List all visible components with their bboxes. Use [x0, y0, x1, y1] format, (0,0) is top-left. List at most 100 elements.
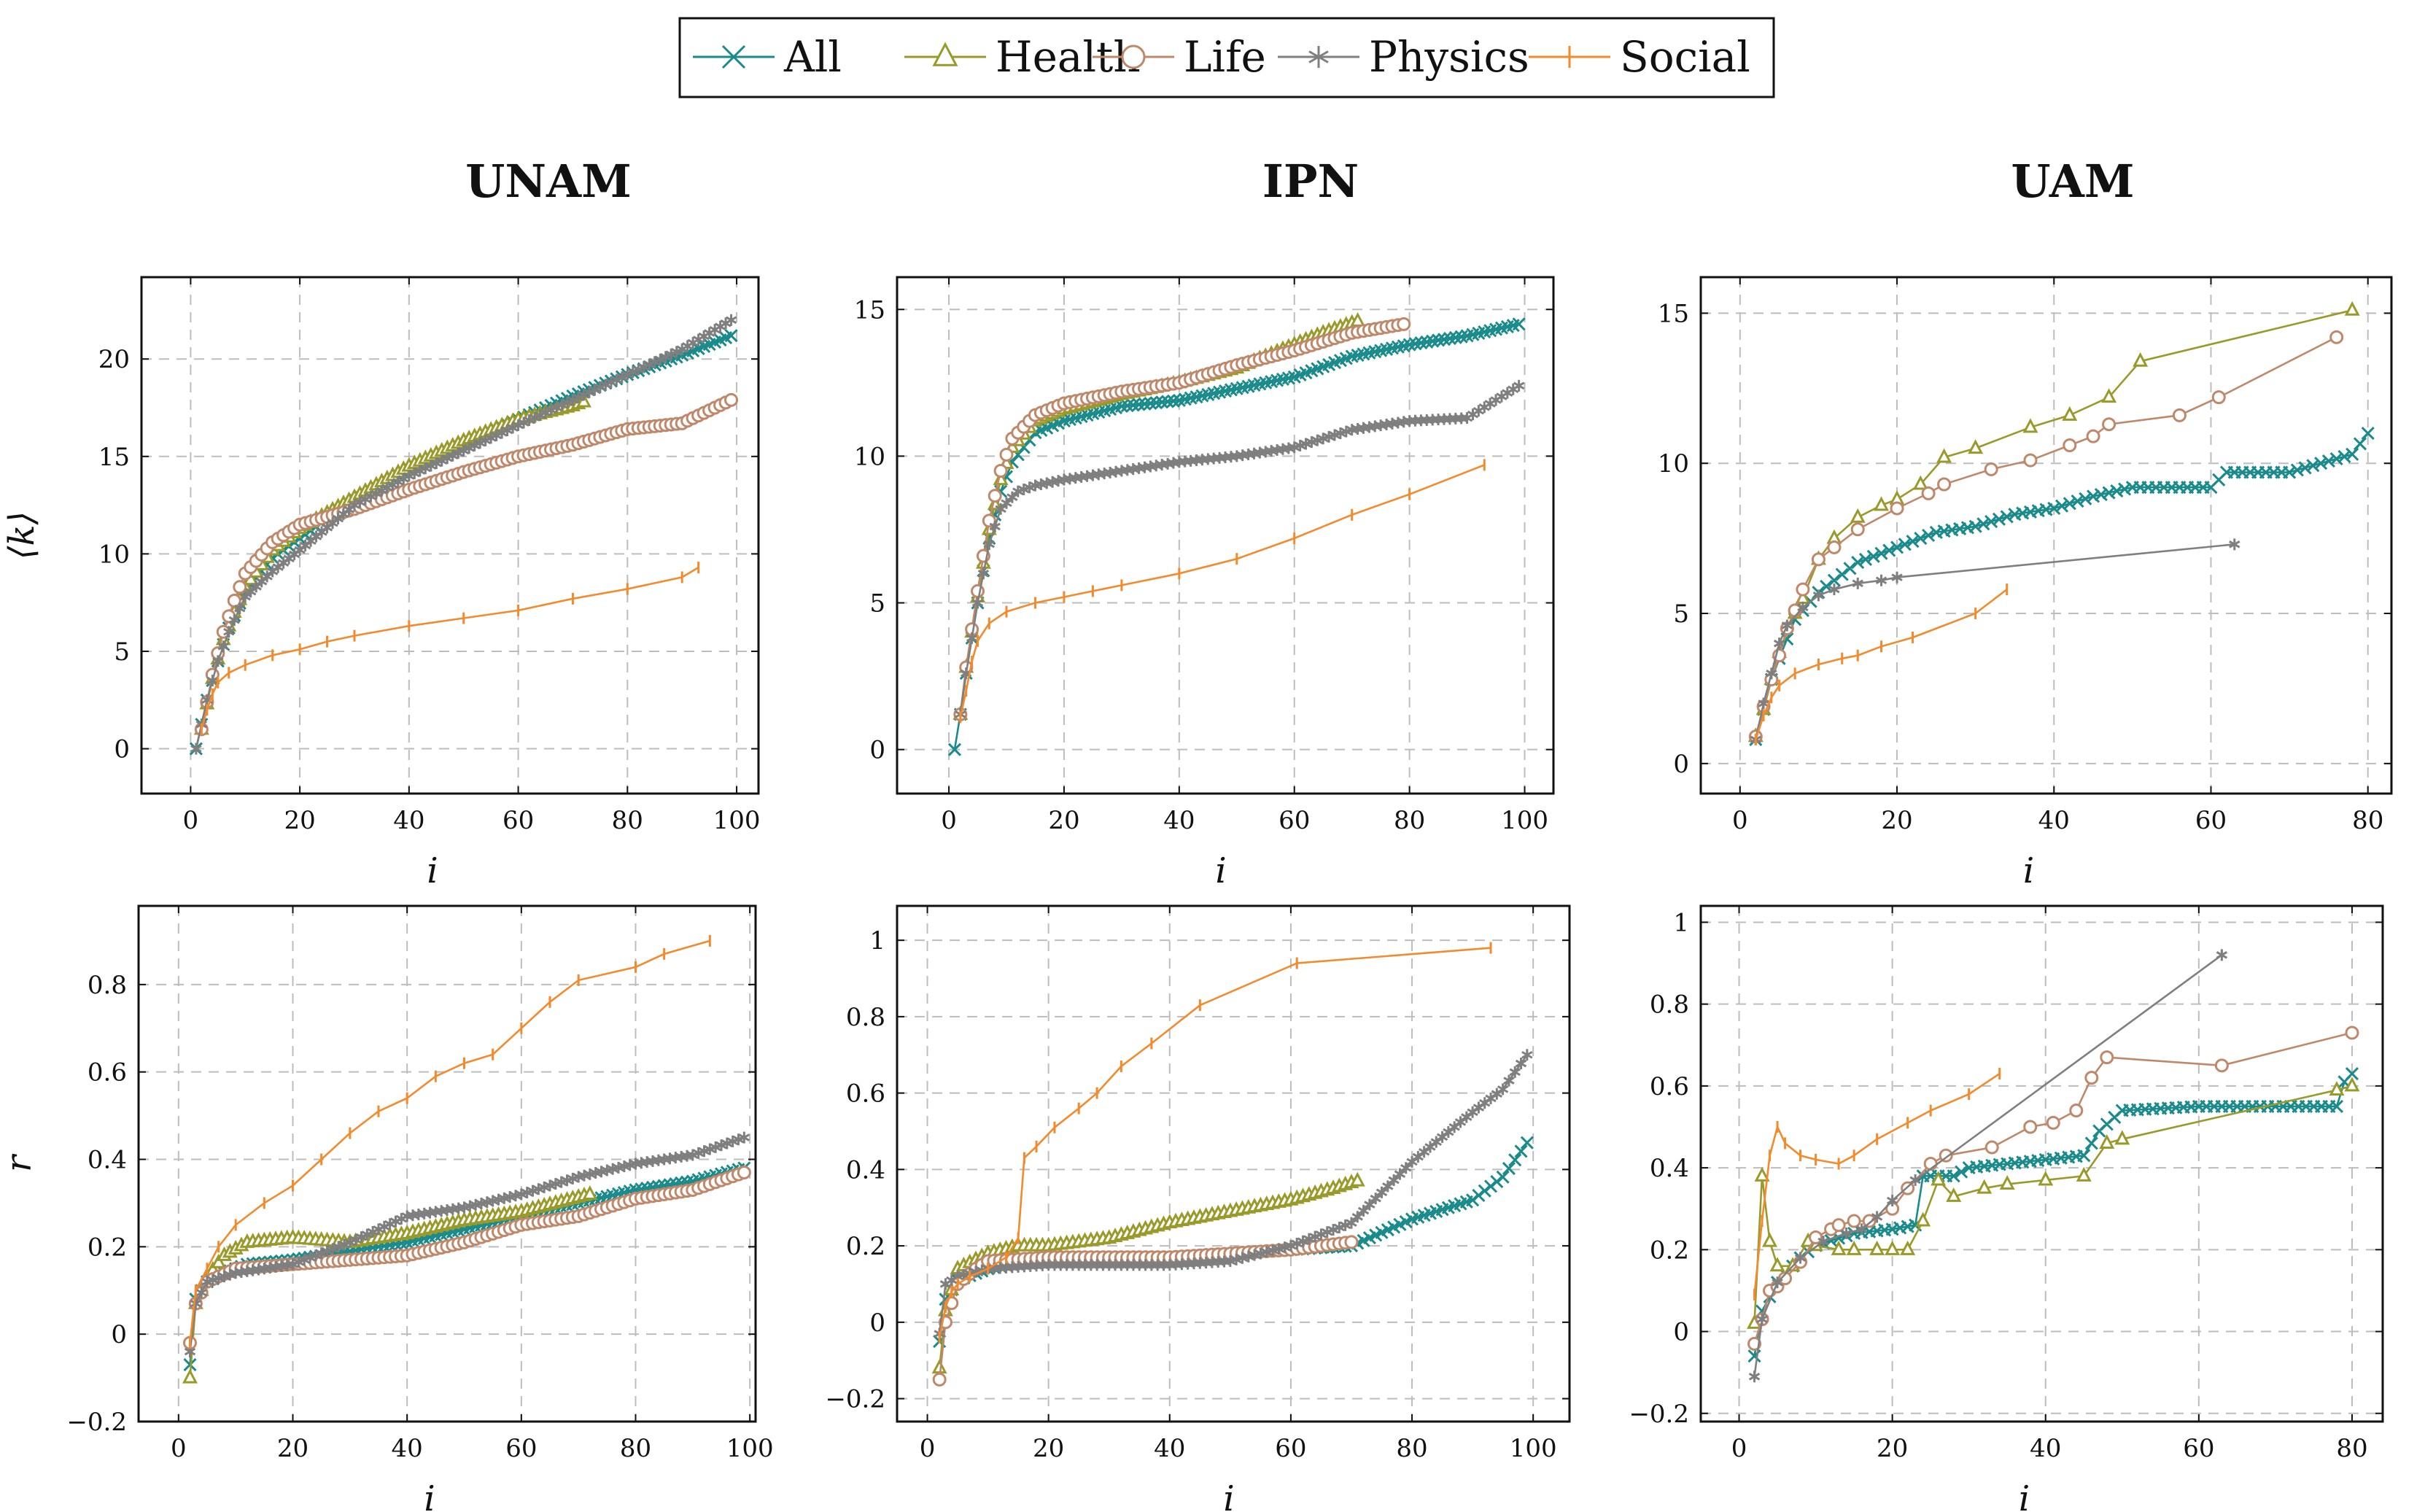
y-tick-label: 15	[854, 295, 885, 325]
series-physics	[190, 314, 737, 755]
data-point-physics	[989, 520, 1001, 532]
data-point-physics	[343, 503, 355, 516]
legend-marker-all	[721, 44, 746, 69]
x-tick-label: 100	[1510, 1434, 1557, 1463]
y-axis-label: ⟨k⟩	[1, 511, 42, 560]
data-point-all	[1968, 519, 1982, 533]
data-point-all	[2110, 484, 2124, 498]
data-point-all	[1984, 515, 1998, 529]
x-tick-label: 80	[2336, 1434, 2367, 1463]
data-point-health	[2076, 1166, 2092, 1182]
y-tick-label: 10	[98, 540, 130, 569]
panel-uam-r: 0 20 40 60 80 −0.2 0 0.2 0.4 0.6 0.8 1 i	[1629, 904, 2384, 1512]
data-point-physics	[1781, 619, 1793, 632]
data-point-all	[2321, 454, 2335, 468]
series-social	[1754, 584, 2009, 745]
plot-area	[1701, 277, 2391, 794]
data-point-physics	[1461, 1111, 1473, 1123]
data-point-life	[2329, 330, 2344, 344]
x-tick-label: 60	[503, 806, 534, 835]
x-tick-label: 80	[1394, 806, 1425, 835]
data-point-life	[1890, 501, 1904, 516]
y-tick-label: 5	[1673, 600, 1689, 629]
x-tick-label: 0	[183, 806, 199, 835]
legend-entry-life: Life	[1093, 32, 1266, 82]
legend: All Health Life Physics Social	[678, 17, 1775, 98]
data-point-health	[1946, 1187, 1962, 1202]
data-point-physics	[310, 530, 322, 543]
data-point-physics	[1886, 1195, 1898, 1206]
data-point-physics	[256, 575, 268, 588]
axes-frame	[896, 904, 1571, 1423]
x-tick-label: 80	[620, 1434, 651, 1463]
data-point-all	[2063, 497, 2076, 511]
data-point-health	[1754, 1166, 1770, 1182]
y-tick-label: 0.2	[88, 1233, 127, 1262]
panel-unam-k: 0 20 40 60 80 100 0 5 10 15 20 i ⟨k⟩	[1, 276, 761, 891]
series-all	[947, 317, 1526, 756]
data-point-physics	[217, 640, 229, 653]
data-point-health	[1349, 1171, 1365, 1187]
legend-label-life: Life	[1184, 32, 1266, 82]
data-point-life	[2345, 1026, 2359, 1040]
data-point-all	[2047, 501, 2061, 516]
series-life	[1748, 330, 2344, 744]
data-point-physics	[1412, 1151, 1424, 1163]
series-health	[1747, 1077, 2360, 1329]
data-point-physics	[1766, 667, 1777, 680]
data-point-physics	[1515, 1058, 1527, 1070]
data-point-health	[582, 1185, 598, 1200]
legend-entry-social: Social	[1529, 32, 1750, 82]
data-point-health	[1869, 1240, 1885, 1255]
data-point-health	[2022, 418, 2038, 433]
data-point-life	[2172, 408, 2187, 422]
data-point-physics	[715, 1139, 727, 1152]
data-point-life	[2063, 438, 2077, 453]
data-point-physics	[2229, 538, 2240, 551]
y-tick-label: 0.4	[846, 1155, 885, 1185]
y-tick-label: 0	[114, 735, 130, 764]
data-point-physics	[1840, 1227, 1852, 1239]
x-axis-label: i	[1215, 850, 1226, 891]
data-point-health	[1936, 448, 1952, 463]
data-point-all	[2337, 449, 2351, 464]
x-tick-label: 20	[284, 806, 315, 835]
data-point-physics	[1852, 577, 1863, 589]
data-point-all	[2346, 447, 2359, 461]
data-point-health	[1900, 1240, 1916, 1255]
legend-marker-health	[932, 42, 958, 66]
data-point-physics	[1364, 1198, 1376, 1211]
data-point-health	[1874, 496, 1889, 511]
legend-entry-all: All	[693, 32, 842, 82]
x-tick-label: 80	[1396, 1434, 1427, 1463]
data-point-life	[1747, 1336, 1762, 1351]
x-tick-label: 60	[1279, 806, 1310, 835]
data-point-life	[2084, 1071, 2099, 1085]
data-point-life	[1778, 1271, 1793, 1286]
x-tick-label: 60	[1275, 1434, 1306, 1463]
data-point-all	[1835, 567, 1849, 581]
data-point-health	[2344, 301, 2360, 316]
data-point-all	[1906, 535, 1920, 548]
data-point-all	[1827, 573, 1842, 587]
data-point-physics	[234, 602, 246, 615]
x-tick-label: 20	[1881, 806, 1912, 835]
data-point-physics	[1001, 497, 1012, 509]
data-point-physics	[1006, 491, 1018, 503]
data-point-life	[1831, 1218, 1846, 1233]
data-point-physics	[212, 655, 224, 667]
data-point-all	[2314, 457, 2328, 470]
data-point-life	[993, 464, 1008, 478]
data-point-health	[1846, 1240, 1862, 1255]
data-point-life	[1937, 477, 1952, 492]
data-point-life	[1862, 1214, 1877, 1228]
legend-label-social: Social	[1620, 32, 1750, 82]
data-point-all	[2329, 1099, 2344, 1114]
data-point-all	[947, 743, 962, 756]
data-point-life	[988, 489, 1002, 503]
y-tick-label: 0.6	[846, 1079, 885, 1109]
y-tick-label: 0.8	[846, 1003, 885, 1032]
x-tick-label: 60	[2183, 1434, 2214, 1463]
data-point-physics	[1436, 1131, 1448, 1143]
data-point-physics	[721, 1137, 733, 1149]
